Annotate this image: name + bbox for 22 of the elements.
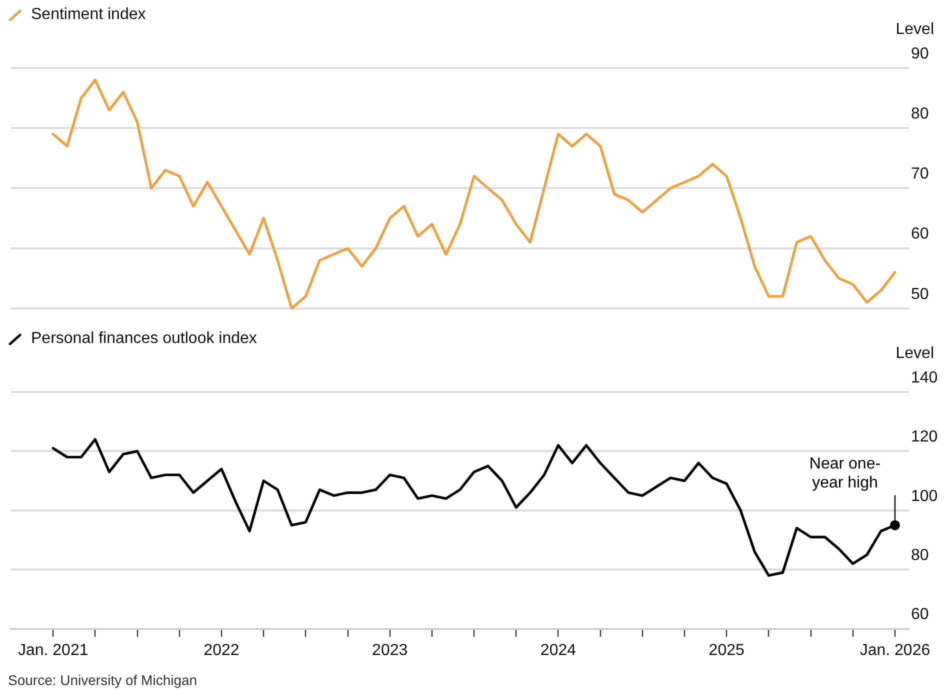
y-tick-label: 90 bbox=[911, 45, 929, 62]
x-tick-label: 2024 bbox=[540, 642, 576, 659]
annotation: Near one-year high bbox=[809, 456, 881, 492]
legend-label: Sentiment index bbox=[31, 6, 146, 24]
y-tick-label: 80 bbox=[911, 547, 929, 564]
x-tick-label: 2023 bbox=[372, 642, 408, 659]
y-tick-label: 100 bbox=[911, 488, 938, 505]
y-axis-title: Level bbox=[894, 20, 935, 40]
legend-label: Personal finances outlook index bbox=[31, 330, 257, 348]
y-tick-label: 60 bbox=[911, 606, 929, 624]
y-tick-label: 70 bbox=[911, 166, 929, 183]
y-tick-label: 50 bbox=[911, 286, 929, 303]
y-axis-title: Level bbox=[894, 344, 935, 364]
x-tick-label: 2022 bbox=[204, 642, 240, 659]
x-tick-label: Jan. 2021 bbox=[18, 642, 88, 659]
x-tick-label: Jan. 2026 bbox=[860, 642, 930, 659]
y-tick-label: 140 bbox=[911, 369, 938, 386]
y-tick-label: 120 bbox=[911, 428, 938, 446]
source-note: Source: University of Michigan bbox=[8, 672, 198, 688]
y-tick-label: 80 bbox=[911, 106, 929, 123]
y-tick-label: 60 bbox=[911, 226, 929, 243]
x-tick-label: 2025 bbox=[708, 642, 744, 659]
